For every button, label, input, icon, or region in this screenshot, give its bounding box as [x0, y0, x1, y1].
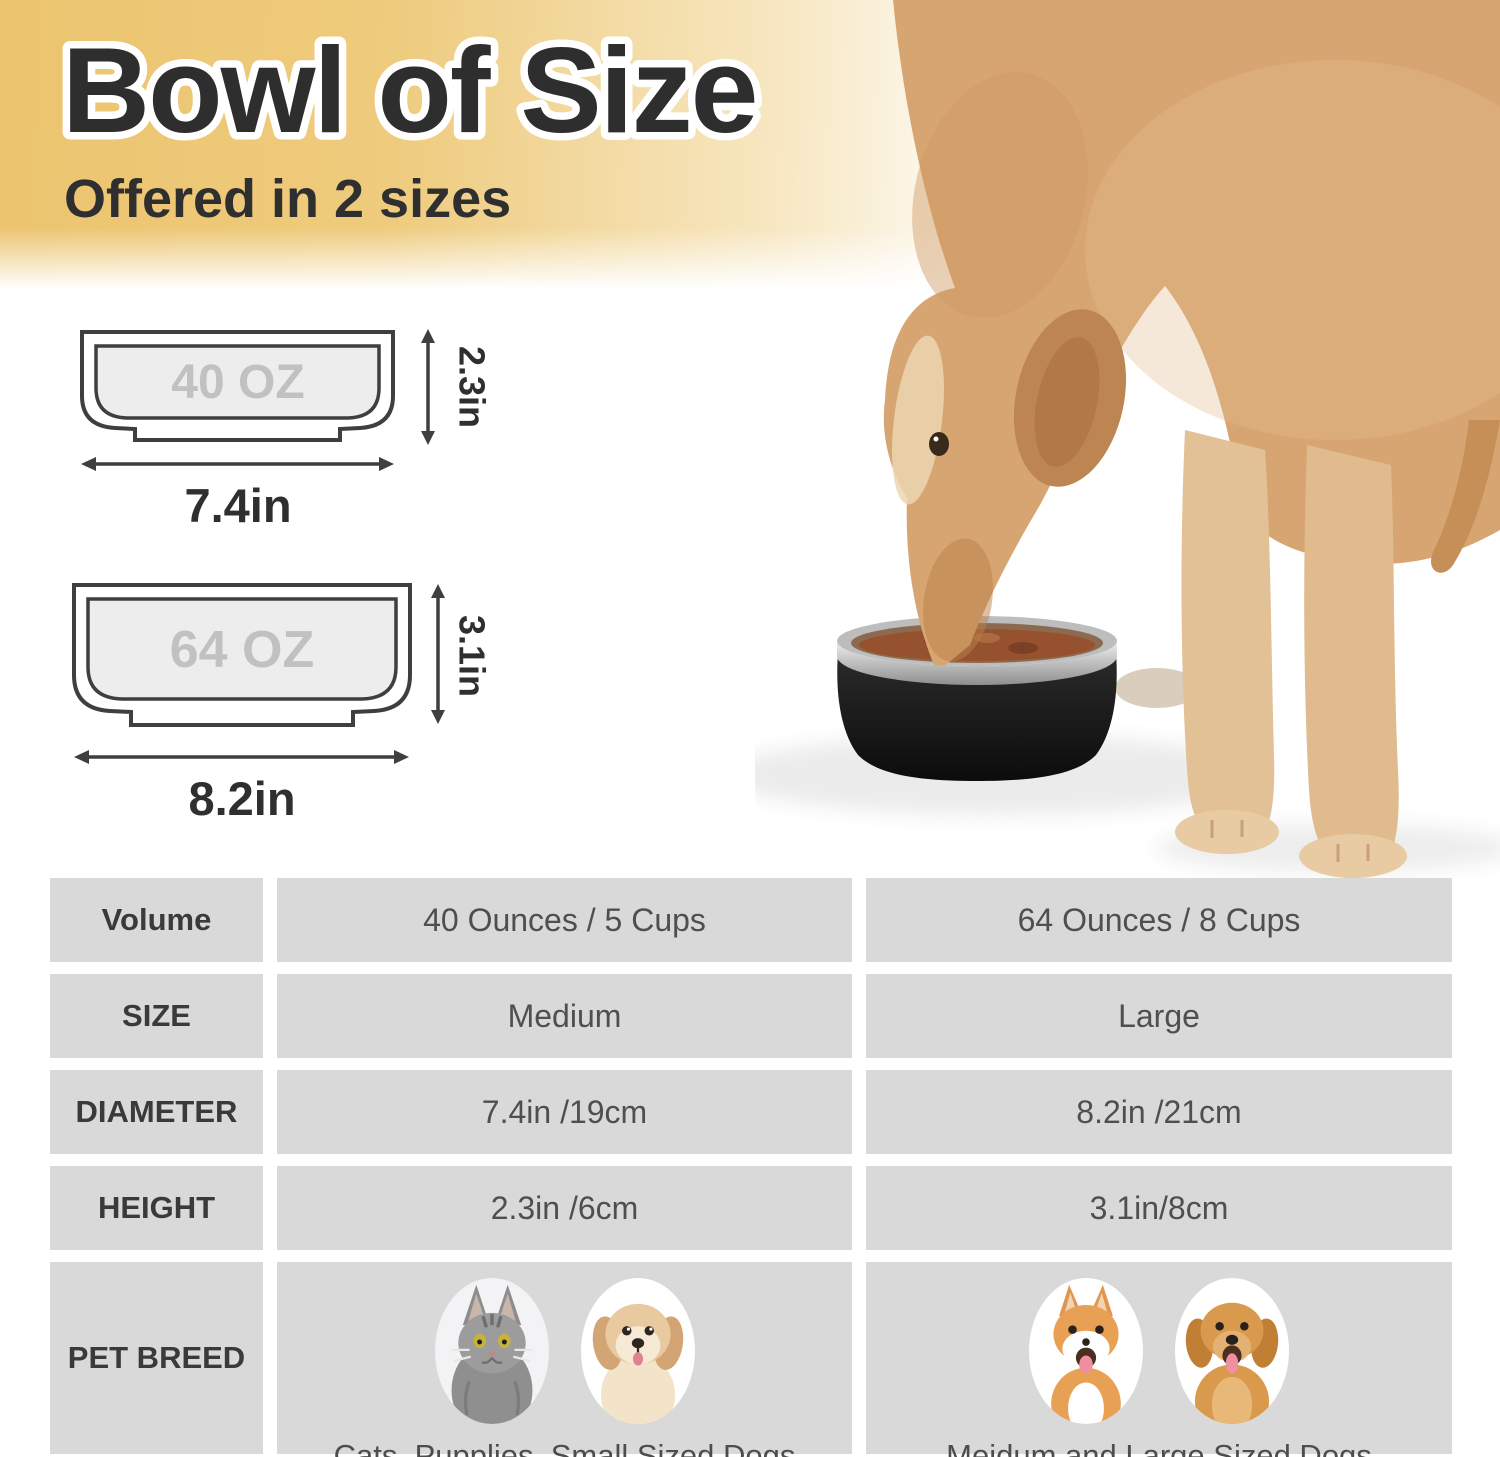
volume-medium: 40 Ounces / 5 Cups: [277, 878, 852, 962]
dog-tail: [1431, 420, 1500, 573]
small-dog-icon: [592, 1303, 683, 1424]
cat-icon: [451, 1284, 532, 1424]
row-label-height: HEIGHT: [50, 1166, 263, 1250]
bowl-cross-section-inner: [94, 344, 381, 420]
pet-breed-caption: Meidum and Large Sized Dogs: [946, 1438, 1372, 1457]
dog-back-shading: [1085, 60, 1500, 440]
height-arrow: [431, 584, 445, 724]
dog-paw-right: [1299, 834, 1407, 878]
bowl-diagram-64oz: 64 OZ 3.1in 8.2in: [72, 583, 493, 825]
dog-front-leg-right: [1304, 445, 1399, 852]
shiba-inu-icon: [1051, 1284, 1121, 1424]
dog-neck-shading: [912, 71, 1088, 319]
width-arrow: [81, 457, 394, 471]
pet-photo-frame: [580, 1278, 695, 1424]
height-arrow: [421, 329, 435, 445]
diameter-medium: 7.4in /19cm: [277, 1070, 852, 1154]
spec-table: Volume 40 Ounces / 5 Cups 64 Ounces / 8 …: [50, 878, 1452, 1457]
bowl-volume-label: 40 OZ: [171, 356, 304, 409]
paw-toes: [1210, 820, 1244, 838]
bowl-diagram-40oz: 40 OZ 2.3in 7.4in: [80, 329, 493, 532]
bowl-volume-label: 64 OZ: [170, 621, 315, 679]
row-label-volume: Volume: [50, 878, 263, 962]
pet-breed-caption: Cats, Pupplies, Small Sized Dogs: [333, 1438, 796, 1457]
bowl-black-body: [837, 652, 1117, 781]
dog-eating-photo: [755, 0, 1500, 878]
pet-photos: [1029, 1278, 1289, 1424]
volume-large: 64 Ounces / 8 Cups: [866, 878, 1452, 962]
height-dimension-label: 3.1in: [452, 615, 493, 697]
pet-photo-frame: [1029, 1278, 1143, 1424]
dog-far-paw: [1115, 668, 1199, 708]
page-subtitle: Offered in 2 sizes: [64, 169, 512, 229]
page-title: Bowl of Size: [62, 22, 756, 158]
bowl-cross-section-inner: [86, 597, 398, 701]
pet-photos: [434, 1278, 695, 1424]
page-title-block: Bowl of Size: [55, 15, 766, 166]
dog-front-leg-left: [1181, 430, 1275, 826]
dog-blaze: [892, 335, 944, 505]
paw-toes: [1336, 844, 1370, 862]
row-label-pet-breed: PET BREED: [50, 1262, 263, 1454]
width-dimension-label: 8.2in: [188, 772, 295, 825]
width-arrow: [74, 750, 409, 764]
pet-photo-frame: [434, 1278, 549, 1424]
pet-bowl-front: [837, 641, 1117, 781]
height-medium: 2.3in /6cm: [277, 1166, 852, 1250]
row-label-size: SIZE: [50, 974, 263, 1058]
pet-breed-medium: Cats, Pupplies, Small Sized Dogs: [277, 1262, 852, 1457]
dog-ear-inner: [1034, 337, 1100, 467]
dog-illustration: [883, 0, 1500, 878]
golden-retriever-icon: [1185, 1302, 1279, 1424]
bowl-steel-rim: [837, 641, 1117, 685]
height-dimension-label: 2.3in: [452, 346, 493, 428]
dog-paw-left: [1175, 810, 1279, 854]
dog-eye-glint: [933, 436, 939, 442]
height-large: 3.1in/8cm: [866, 1166, 1452, 1250]
width-dimension-label: 7.4in: [184, 479, 291, 532]
dog-muzzle-shading: [923, 538, 993, 662]
size-medium: Medium: [277, 974, 852, 1058]
pet-breed-large: Meidum and Large Sized Dogs: [866, 1262, 1452, 1457]
size-large: Large: [866, 974, 1452, 1058]
diameter-large: 8.2in /21cm: [866, 1070, 1452, 1154]
dog-eye: [929, 432, 949, 456]
row-label-diameter: DIAMETER: [50, 1070, 263, 1154]
pet-photo-frame: [1175, 1278, 1289, 1424]
